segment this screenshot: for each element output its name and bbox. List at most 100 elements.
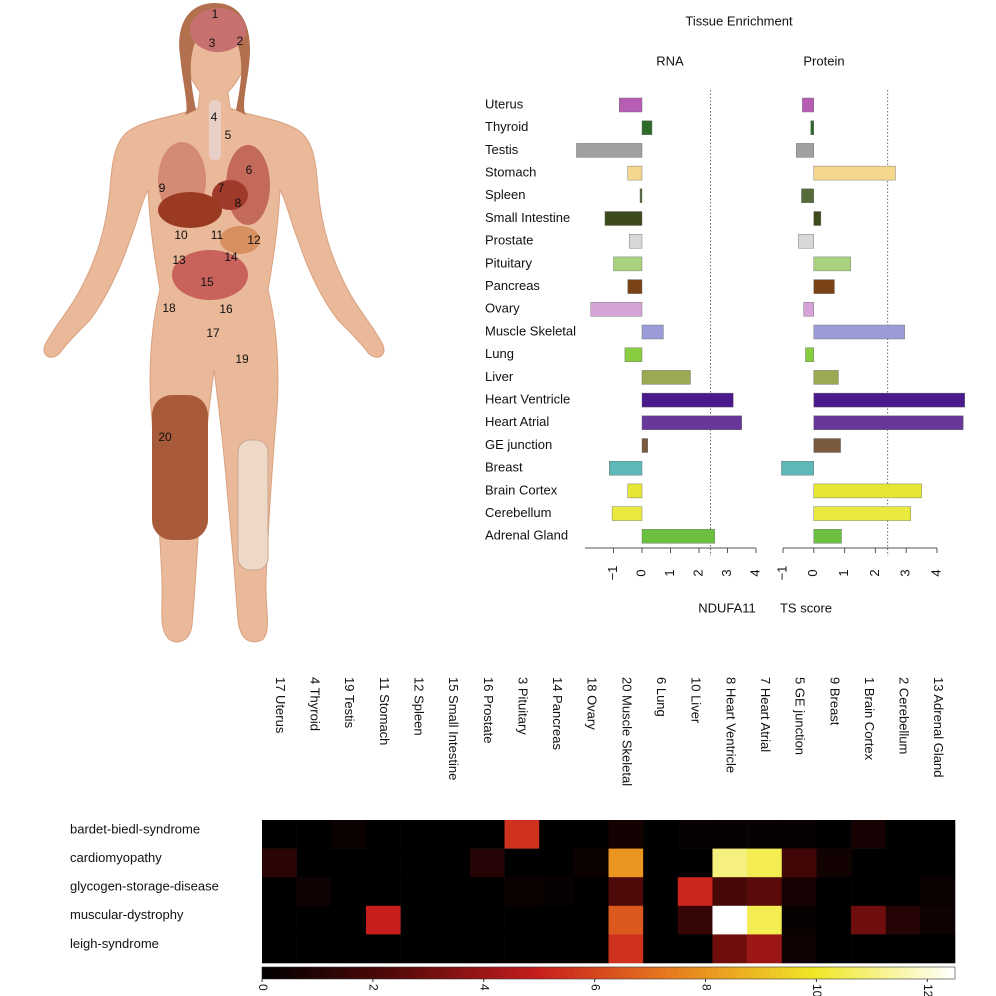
colorbar-swatch [706, 967, 713, 979]
bar [796, 143, 815, 158]
bar [628, 233, 643, 249]
stomach [220, 226, 260, 254]
colorbar-swatch [741, 967, 748, 979]
heatmap-cell [504, 905, 540, 935]
category-label: Small Intestine [485, 210, 570, 225]
column-label: 11 Stomach [377, 677, 392, 745]
heatmap-cell [262, 934, 297, 964]
category-label: Uterus [485, 96, 524, 111]
colorbar-swatch [908, 967, 916, 979]
organ-number: 15 [200, 275, 214, 289]
heatmap-cell [851, 848, 886, 878]
heatmap-cell [573, 877, 609, 907]
colorbar-swatch [435, 967, 442, 979]
colorbar-swatch [625, 967, 633, 979]
colorbar-swatch [521, 967, 529, 979]
colorbar-tick-label: 10 [810, 984, 824, 996]
column-label: 13 Adrenal Gland [931, 677, 946, 777]
colorbar-swatch [781, 967, 789, 979]
bar [813, 324, 905, 340]
colorbar-swatch [394, 967, 402, 979]
colorbar-swatch [949, 967, 956, 979]
bar [639, 188, 643, 204]
colorbar-swatch [752, 967, 760, 979]
heatmap-cell [781, 848, 817, 878]
colorbar-swatch [700, 967, 708, 979]
bar [590, 302, 643, 317]
colorbar-swatch [885, 967, 892, 979]
heatmap-cell [747, 934, 783, 964]
colorbar-swatch [510, 967, 517, 979]
colorbar-swatch [354, 967, 361, 979]
heatmap-cell [262, 877, 297, 907]
leg-bone [237, 439, 269, 571]
organ-number: 17 [206, 326, 220, 340]
heatmap-cell [262, 848, 297, 878]
colorbar-swatch [937, 967, 944, 979]
heatmap-cell [781, 905, 817, 935]
colorbar-swatch [504, 967, 511, 979]
gene-label: NDUFA11 [698, 600, 756, 615]
heatmap-cell [539, 905, 575, 935]
colorbar-tick-label: 12 [921, 984, 935, 996]
bar [801, 188, 814, 204]
organ-number: 7 [218, 181, 225, 195]
organ-number: 13 [172, 253, 186, 267]
colorbar-swatch [827, 967, 835, 979]
heatmap-cell [504, 820, 540, 849]
heart [212, 180, 248, 210]
colorbar-swatch [672, 967, 679, 979]
category-label: Adrenal Gland [485, 528, 568, 543]
colorbar-swatch [493, 967, 500, 979]
chart-title: Tissue Enrichment [685, 13, 793, 28]
colorbar-swatch [585, 967, 592, 979]
brain [190, 8, 246, 52]
colorbar-swatch [365, 967, 373, 979]
column-label: 18 Ovary [585, 677, 600, 730]
organ-number: 4 [211, 110, 218, 124]
heatmap-cell [331, 905, 367, 935]
colorbar-swatch [631, 967, 638, 979]
heatmap-cell [885, 877, 921, 907]
colorbar-swatch [764, 967, 771, 979]
colorbar-swatch [602, 967, 609, 979]
bar [627, 279, 643, 294]
x-tick-label: 3 [898, 569, 913, 576]
colorbar-swatch [718, 967, 725, 979]
colorbar-swatch [360, 967, 367, 979]
bar [641, 370, 691, 385]
x-tick-label: 3 [719, 569, 734, 576]
colorbar-swatch [544, 967, 552, 979]
colorbar-swatch [874, 967, 881, 979]
colorbar-swatch [429, 967, 436, 979]
bar [798, 233, 815, 249]
heatmap-cell [573, 905, 609, 935]
colorbar-swatch [643, 967, 650, 979]
heatmap-cell [331, 848, 367, 878]
category-label: Prostate [485, 233, 533, 248]
heatmap-cell [469, 905, 505, 935]
panel-title: RNA [656, 53, 684, 68]
colorbar-swatch [423, 967, 430, 979]
heatmap-cell [400, 820, 436, 849]
heatmap-cell [539, 934, 575, 964]
colorbar-swatch [302, 967, 309, 979]
category-label: Muscle Skeletal [485, 323, 576, 338]
colorbar-swatch [539, 967, 546, 979]
colorbar-swatch [516, 967, 523, 979]
colorbar-swatch [851, 967, 858, 979]
bar [813, 370, 839, 385]
organ-number: 11 [211, 228, 224, 242]
category-label: Cerebellum [485, 505, 551, 520]
colorbar-swatch [591, 967, 598, 979]
organ-number: 19 [235, 352, 249, 366]
bar [641, 529, 715, 544]
colorbar-swatch [371, 967, 378, 979]
colorbar-swatch [348, 967, 355, 979]
x-axis-label: TS score [780, 600, 832, 615]
colorbar-swatch [608, 967, 615, 979]
colorbar-swatch [469, 967, 477, 979]
heatmap-cell [262, 905, 297, 935]
bar [813, 483, 922, 499]
